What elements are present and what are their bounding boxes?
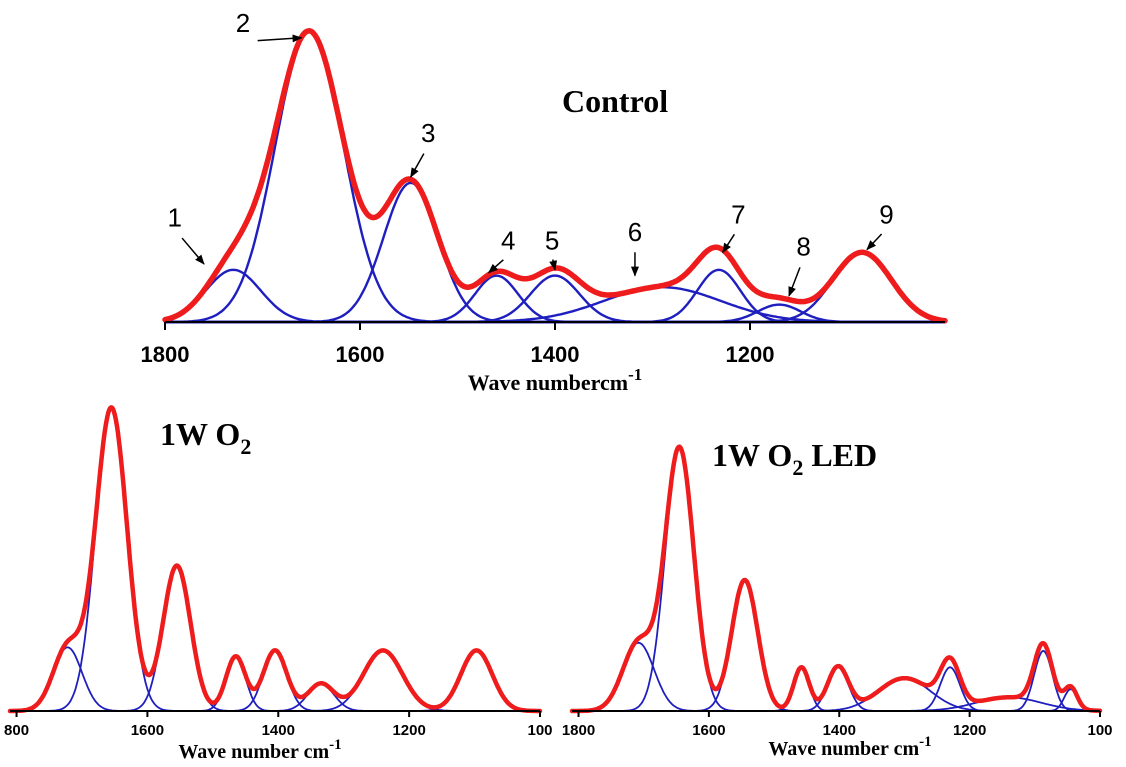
x-axis-title-1w-o2: Wave number cm-1 <box>178 737 341 763</box>
x-tick-label: 1600 <box>336 342 385 367</box>
component-peak-5 <box>10 649 540 712</box>
chart-title-1w-o2: 1W O2 <box>160 416 251 459</box>
components-1w-o2-led <box>572 447 1100 712</box>
peak-arrow-4 <box>487 259 504 274</box>
x-tick-label: 1600 <box>692 722 725 739</box>
peak-labels-control: 1 2 3 4 5 6 7 8 9 <box>168 8 894 297</box>
x-axis-title-1w-o2-led: Wave number cm-1 <box>768 734 931 760</box>
component-peak-6 <box>10 682 540 712</box>
component-peak-7 <box>10 649 540 712</box>
peak-arrow-8 <box>788 267 801 297</box>
component-peak-7 <box>165 268 945 324</box>
x-ticks-1w-o2: 800 1600 1400 1200 100 <box>4 711 553 739</box>
chart-control: 1800 1600 1400 1200 1 2 3 4 5 6 7 8 9 Control Wave … <box>141 8 948 395</box>
x-tick-label: 1800 <box>562 722 595 739</box>
component-peak-4 <box>10 655 540 712</box>
peak-arrow-9 <box>866 233 883 251</box>
peak-arrow-2 <box>257 34 303 43</box>
x-tick-label: 100 <box>1087 722 1112 739</box>
component-peak-6 <box>165 286 945 324</box>
peak-label-2: 2 <box>236 8 250 38</box>
x-ticks-1w-o2-led: 1800 1600 1400 1200 100 <box>562 711 1113 739</box>
peak-label-7: 7 <box>731 199 745 229</box>
x-tick-label: 1600 <box>131 722 164 739</box>
component-peak-1 <box>164 268 945 324</box>
component-peak-2 <box>572 447 1100 712</box>
peak-arrow-7 <box>722 233 736 254</box>
peak-arrow-1 <box>181 237 205 265</box>
x-tick-label: 1800 <box>141 342 190 367</box>
component-peak-2 <box>165 30 945 324</box>
x-axis-title-control: Wave numbercm-1 <box>468 365 642 395</box>
component-peak-3 <box>572 579 1100 712</box>
peak-arrow-3 <box>410 153 425 178</box>
peak-label-9: 9 <box>879 199 893 229</box>
peak-arrow-5 <box>549 259 558 271</box>
x-tick-label: 1200 <box>392 722 425 739</box>
x-tick-label: 1400 <box>823 722 856 739</box>
components-control <box>164 30 946 324</box>
peak-label-5: 5 <box>545 226 559 256</box>
envelope-1w-o2 <box>7 405 543 714</box>
x-tick-label: 1400 <box>262 722 295 739</box>
component-peak-8 <box>10 649 540 712</box>
x-tick-label: 800 <box>4 722 29 739</box>
peak-label-1: 1 <box>168 202 182 232</box>
peak-label-6: 6 <box>628 217 642 247</box>
x-tick-label: 1200 <box>726 342 775 367</box>
x-ticks-control: 1800 1600 1400 1200 <box>141 322 775 367</box>
peak-label-4: 4 <box>501 226 515 256</box>
peak-label-3: 3 <box>421 118 435 148</box>
x-tick-label: 1400 <box>531 342 580 367</box>
chart-title-control: Control <box>562 83 668 119</box>
x-tick-label: 100 <box>527 722 552 739</box>
chart-title-1w-o2-led: 1W O2 LED <box>712 437 877 480</box>
envelope-1w-o2-led <box>569 444 1103 714</box>
envelope-control <box>162 28 948 324</box>
x-tick-label: 1200 <box>953 722 986 739</box>
chart-1w-o2-led: 1800 1600 1400 1200 100 1W O2 LED Wave numbe… <box>562 437 1113 760</box>
peak-label-8: 8 <box>796 231 810 261</box>
component-peak-8 <box>165 303 945 324</box>
chart-1w-o2: 800 1600 1400 1200 100 1W O2 Wave number cm-… <box>4 405 553 763</box>
